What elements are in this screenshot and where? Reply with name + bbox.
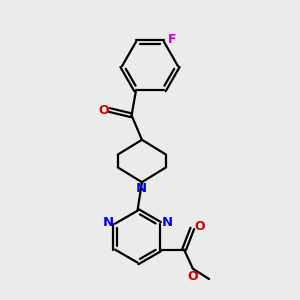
Text: F: F	[168, 33, 176, 46]
Text: O: O	[188, 270, 198, 283]
Text: N: N	[161, 216, 172, 229]
Text: N: N	[102, 216, 113, 229]
Text: O: O	[194, 220, 205, 233]
Text: N: N	[136, 182, 147, 195]
Text: O: O	[98, 103, 109, 116]
